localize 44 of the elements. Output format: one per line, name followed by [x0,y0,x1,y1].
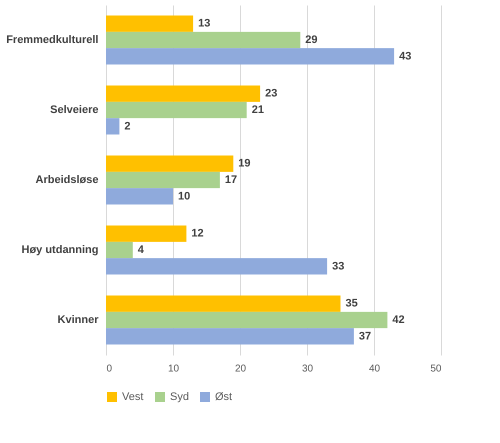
x-tick-label: 50 [430,364,442,374]
data-label: 2 [124,120,131,132]
bar [106,102,247,118]
legend-label: Øst [215,391,232,403]
bar [106,226,186,242]
y-tick-label: Kvinner [58,314,100,326]
data-label: 43 [399,50,412,62]
data-label: 10 [178,190,190,202]
data-label: 4 [138,244,145,256]
bar [106,118,120,134]
bar [106,32,300,48]
bar [106,188,173,204]
bar [106,156,234,172]
data-label: 21 [252,104,264,116]
data-label: 12 [191,228,204,240]
x-tick-label: 20 [234,364,246,374]
data-label: 33 [332,260,344,272]
y-tick-label: Selveiere [50,104,98,116]
x-tick-label: 40 [368,364,380,374]
bar [106,16,194,32]
bar [106,296,340,312]
x-tick-label: 30 [302,364,314,374]
bar [106,258,328,274]
bar [106,86,260,102]
data-label: 23 [265,88,278,100]
legend-label: Vest [122,391,144,403]
bar [106,48,394,64]
bar [106,328,354,344]
y-tick-label: Arbeidsløse [36,174,98,186]
x-tick-label: 10 [168,364,180,374]
y-tick-label: Høy utdanning [22,244,98,256]
data-label: 29 [305,34,318,46]
bar [106,172,220,188]
x-tick-label: 0 [106,364,112,374]
y-tick-label: Fremmedkulturell [6,34,98,46]
data-label: 35 [346,298,358,310]
data-label: 13 [198,18,210,30]
data-label: 19 [238,158,251,170]
data-label: 17 [224,174,238,186]
bar [106,312,388,328]
data-label: 42 [392,314,405,326]
legend-label: Syd [170,391,189,403]
bar [106,242,133,258]
data-label: 37 [358,330,372,342]
